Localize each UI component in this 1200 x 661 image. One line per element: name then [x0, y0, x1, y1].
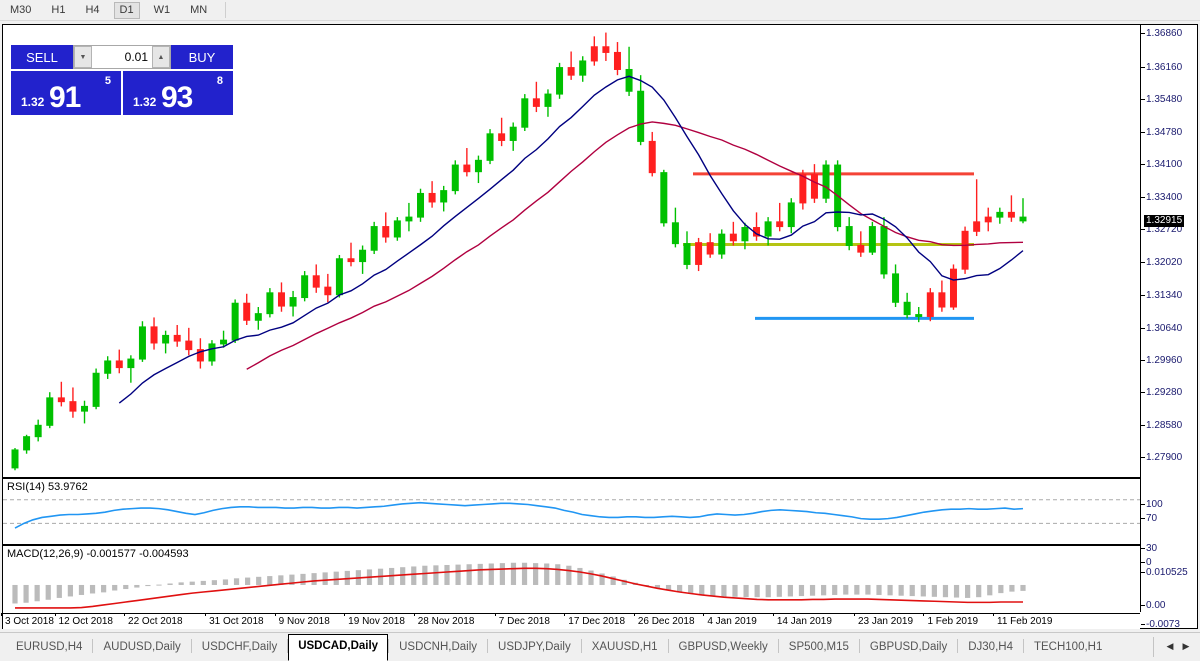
price-tick: 1.27900	[1140, 452, 1183, 464]
tab-separator	[580, 639, 582, 653]
date-tick: 28 Nov 2018	[413, 613, 475, 627]
date-tick: 9 Nov 2018	[274, 613, 330, 627]
price-tick: 1.33400	[1140, 192, 1183, 204]
chart-tab-bar: EURUSD,H4 AUDUSD,Daily USDCHF,Daily USDCAD,…	[0, 632, 1200, 661]
rsi-tick: 70	[1140, 513, 1158, 524]
sell-price-sup: 5	[104, 75, 111, 87]
rsi-tick: 0	[1141, 557, 1152, 568]
tab-gbpusd-daily[interactable]: GBPUSD,Daily	[869, 641, 948, 653]
buy-price-big: 93	[161, 81, 193, 114]
macd-label: MACD(12,26,9) -0.001577 -0.004593	[7, 548, 192, 560]
buy-price-sup: 8	[216, 75, 223, 87]
price-tick: 1.29280	[1140, 387, 1183, 399]
tab-usdchf-daily[interactable]: USDCHF,Daily	[201, 641, 278, 653]
date-tick: 23 Jan 2019	[853, 613, 914, 627]
volume-value[interactable]: 0.01	[124, 50, 148, 64]
date-tick: 17 Dec 2018	[564, 613, 626, 627]
sell-price-button[interactable]: 1.32 91 5	[11, 71, 121, 115]
chevron-down-icon[interactable]: ▼	[74, 46, 92, 68]
tab-separator	[667, 639, 669, 653]
date-tick: 19 Nov 2018	[344, 613, 405, 627]
price-tick: 1.35480	[1140, 93, 1183, 105]
tab-usdcad-daily[interactable]: USDCAD,Daily	[288, 634, 389, 661]
one-click-trading-panel: SELL ▼ 0.01 ▲ BUY 1.32 91 5 1.32 93 8	[11, 45, 233, 115]
price-tick: 1.36160	[1140, 61, 1183, 73]
buy-button[interactable]: BUY	[171, 45, 233, 69]
sell-button[interactable]: SELL	[11, 45, 73, 69]
price-tick: 1.32720	[1140, 224, 1183, 236]
price-tick: 1.28580	[1140, 420, 1183, 432]
date-tick: 1 Feb 2019	[923, 613, 979, 627]
tab-audusd-daily[interactable]: AUDUSD,Daily	[103, 641, 181, 653]
tab-eurusd-h4[interactable]: EURUSD,H4	[16, 641, 83, 653]
date-tick: 14 Jan 2019	[772, 613, 832, 627]
timeframe-mn[interactable]: MN	[190, 3, 208, 16]
chevron-right-icon[interactable]: ▶	[1182, 641, 1190, 651]
date-tick: 12 Oct 2018	[54, 613, 113, 627]
tab-divider	[1153, 636, 1154, 657]
rsi-label: RSI(14) 53.9762	[7, 481, 91, 493]
timeframe-h4[interactable]: H4	[85, 3, 100, 16]
price-tick: 1.32020	[1140, 257, 1183, 269]
price-tick: 1.34100	[1140, 159, 1183, 171]
macd-tick: -0.0073	[1141, 619, 1180, 630]
price-scale[interactable]: 1.36860 1.36160 1.35480 1.34780 1.34100 1.334…	[1140, 25, 1197, 630]
date-tick: 26 Dec 2018	[633, 613, 695, 627]
tab-separator	[777, 639, 779, 653]
timeframe-toolbar: M30 H1 H4 D1 W1 MN	[0, 0, 1200, 21]
rsi-tick: 30	[1140, 543, 1158, 554]
sell-price-big: 91	[49, 81, 81, 114]
timeframe-w1[interactable]: W1	[153, 3, 171, 16]
chevron-left-icon[interactable]: ◀	[1166, 641, 1174, 651]
timeframe-d1[interactable]: D1	[113, 1, 140, 19]
volume-input[interactable]: ▼ 0.01 ▲	[73, 45, 171, 69]
tab-dj30-h4[interactable]: DJ30,H4	[968, 641, 1013, 653]
tab-separator	[388, 639, 390, 653]
rsi-tick: 100	[1141, 499, 1163, 510]
date-tick: 31 Oct 2018	[205, 613, 264, 627]
tab-xauusd-h1[interactable]: XAUUSD,H1	[591, 641, 658, 653]
tab-separator	[190, 639, 192, 653]
date-tick: 11 Feb 2019	[992, 613, 1053, 627]
tab-sp500-m15[interactable]: SP500,M15	[788, 641, 849, 653]
tab-gbpusd-weekly[interactable]: GBPUSD,Weekly	[678, 641, 768, 653]
rsi-pane[interactable]: RSI(14) 53.9762	[3, 477, 1140, 543]
date-tick: 22 Oct 2018	[123, 613, 183, 627]
tab-separator	[287, 639, 289, 653]
date-tick: 7 Dec 2018	[494, 613, 550, 627]
tab-separator	[1022, 639, 1024, 653]
tab-usdcnh-daily[interactable]: USDCNH,Daily	[399, 641, 478, 653]
tab-separator	[858, 639, 860, 653]
price-tick: 1.31340	[1140, 289, 1183, 301]
price-tick: 1.29960	[1140, 354, 1183, 366]
date-tick: 3 Oct 2018	[1, 613, 54, 627]
tab-tech100-h1[interactable]: TECH100,H1	[1033, 641, 1103, 653]
current-price-tick: 1.32915	[1144, 215, 1185, 228]
macd-tick: 0.00	[1140, 600, 1166, 611]
buy-price-prefix: 1.32	[133, 95, 157, 109]
price-tick: 1.34780	[1140, 126, 1183, 138]
date-axis: 3 Oct 2018 12 Oct 2018 22 Oct 2018 31 Oct 2…	[1, 613, 1140, 629]
timeframe-m30[interactable]: M30	[10, 3, 32, 16]
date-tick: 4 Jan 2019	[703, 613, 757, 627]
macd-pane[interactable]: MACD(12,26,9) -0.001577 -0.004593	[3, 544, 1140, 612]
tab-separator	[957, 639, 959, 653]
toolbar-divider	[225, 2, 227, 18]
sell-price-prefix: 1.32	[21, 95, 45, 109]
macd-tick: 0.010525	[1141, 567, 1188, 578]
price-tick: 1.30640	[1140, 322, 1183, 334]
tab-nav-buttons: ◀ ▶	[1153, 632, 1200, 661]
chart-window: USDCAD,Daily 1.33101 1.33181 1.32871 1.3…	[1, 24, 1198, 630]
buy-price-button[interactable]: 1.32 93 8	[123, 71, 233, 115]
price-tick: 1.36860	[1140, 28, 1183, 40]
tab-separator	[92, 639, 94, 653]
chevron-up-icon[interactable]: ▲	[152, 46, 170, 68]
tab-separator	[487, 639, 489, 653]
timeframe-h1[interactable]: H1	[51, 3, 66, 16]
tab-usdjpy-daily[interactable]: USDJPY,Daily	[498, 641, 571, 653]
